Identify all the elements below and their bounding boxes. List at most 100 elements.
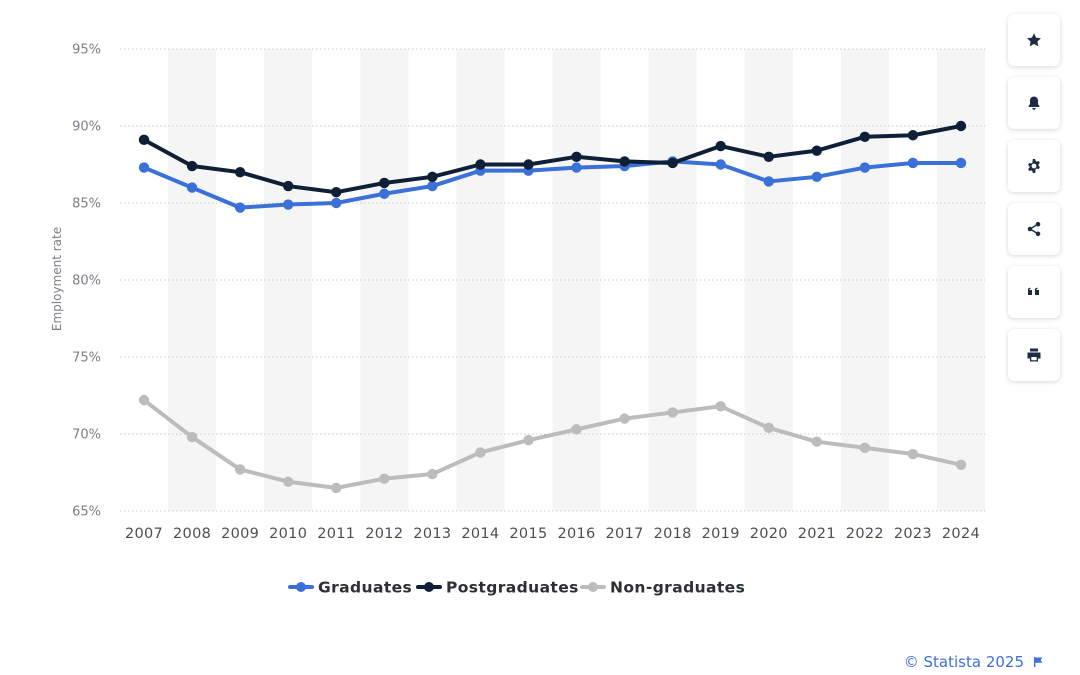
statista-credit[interactable]: © Statista 2025 [904,653,1044,671]
x-axis-ticks: 2007 2008 2009 2010 2011 2012 2013 2014 2015 2016… [125,526,980,542]
x-tick-label: 2022 [846,526,884,542]
x-tick-label: 2014 [461,526,499,542]
legend-swatch-point [296,582,306,592]
x-tick-label: 2008 [173,526,211,542]
x-tick-label: 2010 [269,526,307,542]
non-graduates-point [379,473,390,484]
non-graduates-point [859,442,871,454]
non-graduates-point [571,424,582,435]
non-graduates-point [715,401,726,412]
non-graduates-point [331,482,342,494]
notification-button[interactable] [1008,77,1060,129]
graduates-point [138,162,150,173]
x-tick-label: 2015 [509,526,547,542]
y-tick-label: 75% [72,351,101,366]
quote-icon [1028,287,1039,295]
x-tick-label: 2012 [365,526,403,542]
graduates-point [811,171,823,183]
y-tick-label: 95% [72,43,101,58]
x-tick-label: 2020 [750,526,788,542]
postgraduates-point [331,187,342,198]
bell-icon [1028,96,1040,110]
y-axis-label: Employment rate [50,227,64,331]
non-graduates-point [763,422,774,434]
graduates-point [427,180,438,192]
postgraduates-point [138,134,150,146]
series-lines [138,120,967,494]
postgraduates-point [763,151,774,162]
x-tick-label: 2007 [125,526,163,542]
legend: Graduates Postgraduates Non-graduates [288,579,745,597]
y-tick-label: 90% [72,120,101,135]
non-graduates-point [186,431,198,443]
graduates-point [379,188,390,199]
side-toolbar [1008,14,1060,392]
non-graduates-point [955,459,967,470]
settings-button[interactable] [1008,140,1060,192]
postgraduates-point [715,140,726,152]
graduates-point [571,162,582,173]
postgraduates-point [907,130,919,141]
x-tick-label: 2016 [557,526,595,542]
graduates-point [859,162,871,173]
y-tick-label: 85% [72,197,101,212]
series-postgraduates [138,120,967,198]
series-non-graduates [138,394,967,494]
series-graduates [138,156,967,213]
non-graduates-point [282,476,294,487]
x-tick-label: 2013 [413,526,451,542]
graduates-point [907,157,919,169]
credit-text[interactable]: © Statista 2025 [903,653,1024,671]
non-graduates-point [667,407,678,418]
favorite-button[interactable] [1008,14,1060,66]
star-icon [1027,33,1041,47]
x-tick-label: 2009 [221,526,259,542]
share-icon [1027,221,1041,237]
legend-item-non-graduates: Non-graduates [580,579,745,597]
graduates-line [142,159,963,210]
graduates-point [715,159,726,170]
non-graduates-point [475,447,486,458]
legend-swatch-point [424,582,434,592]
postgraduates-point [379,177,390,189]
graduates-point [955,157,967,169]
print-button[interactable] [1008,329,1060,381]
graduates-point [763,176,774,187]
non-graduates-point [619,413,630,424]
legend-item-graduates: Graduates [288,579,412,597]
flag-icon [1034,657,1043,667]
legend-swatch-point [588,582,598,592]
share-button[interactable] [1008,203,1060,255]
x-tick-label: 2019 [702,526,740,542]
non-graduates-point [138,394,150,406]
postgraduates-point [955,120,967,132]
postgraduates-point [811,145,823,156]
non-graduates-point [907,448,919,460]
postgraduates-point [667,157,678,169]
x-tick-label: 2011 [317,526,355,542]
legend-label: Graduates [318,579,412,597]
print-icon [1027,348,1041,362]
postgraduates-point [234,167,246,178]
postgraduates-line [142,124,963,195]
graduates-point [234,202,246,213]
postgraduates-point [571,151,582,162]
cite-button[interactable] [1008,266,1060,318]
y-tick-label: 70% [72,428,101,443]
postgraduates-point [523,159,534,170]
x-tick-label: 2024 [942,526,980,542]
non-graduates-point [811,436,823,447]
non-graduates-point [234,464,246,475]
line-chart: 95%90%85%80%75%70%65% 2007 2008 2009 2010 20… [50,43,985,597]
y-tick-label: 65% [72,505,101,520]
postgraduates-point [619,156,630,167]
postgraduates-point [427,171,438,183]
gear-icon [1028,159,1040,173]
postgraduates-point [186,160,198,172]
legend-item-postgraduates: Postgraduates [416,579,579,597]
legend-label: Postgraduates [446,579,579,597]
non-graduates-line [142,398,963,490]
postgraduates-point [475,159,486,170]
x-tick-label: 2017 [606,526,644,542]
graduates-point [282,199,294,210]
